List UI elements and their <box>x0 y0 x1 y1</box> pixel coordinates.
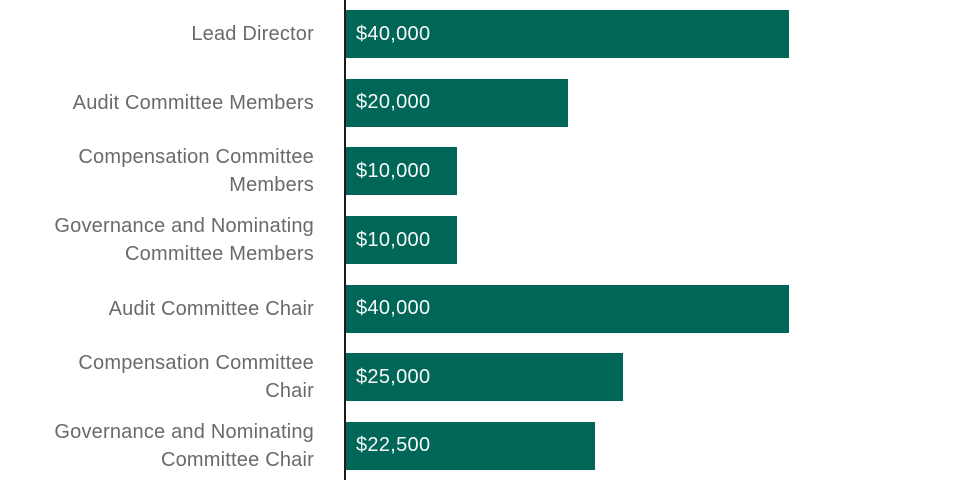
category-label: Lead Director <box>0 20 314 48</box>
bar: $22,500 <box>346 421 595 470</box>
category-label-line: Governance and Nominating <box>54 420 314 443</box>
bar: $10,000 <box>346 147 457 196</box>
category-label-line: Audit Committee Chair <box>108 297 314 320</box>
chart-row: Governance and Nominating Committee Membe… <box>0 206 978 275</box>
category-label-line: Chair <box>265 380 314 403</box>
category-label: Compensation Committee Members <box>0 143 314 199</box>
chart-row: Audit Committee Chair $40,000 <box>0 274 978 343</box>
chart-row: Audit Committee Members $20,000 <box>0 69 978 138</box>
bar: $20,000 <box>346 78 568 127</box>
bar: $40,000 <box>346 10 789 59</box>
bar-value-label: $40,000 <box>356 22 431 45</box>
category-label-line: Committee Members <box>125 243 314 266</box>
bar: $40,000 <box>346 284 789 333</box>
chart-row: Governance and Nominating Committee Chair… <box>0 411 978 480</box>
category-label-line: Compensation Committee <box>78 146 314 169</box>
bar: $25,000 <box>346 353 623 402</box>
category-label-line: Compensation Committee <box>78 352 314 375</box>
chart-row: Compensation Committee Chair $25,000 <box>0 343 978 412</box>
chart-row: Lead Director $40,000 <box>0 0 978 69</box>
category-label-line: Governance and Nominating <box>54 215 314 238</box>
bar-value-label: $22,500 <box>356 434 431 457</box>
category-label-line: Lead Director <box>191 23 314 46</box>
bar-value-label: $10,000 <box>356 228 431 251</box>
category-label-line: Committee Chair <box>160 448 314 471</box>
bar-value-label: $40,000 <box>356 297 431 320</box>
category-label: Audit Committee Members <box>0 89 314 117</box>
chart-row: Compensation Committee Members $10,000 <box>0 137 978 206</box>
category-label: Governance and Nominating Committee Chair <box>0 418 314 474</box>
bar-value-label: $10,000 <box>356 159 431 182</box>
category-label: Governance and Nominating Committee Membe… <box>0 212 314 268</box>
category-label-line: Members <box>229 174 314 197</box>
bar-value-label: $25,000 <box>356 365 431 388</box>
category-label: Audit Committee Chair <box>0 295 314 323</box>
category-label: Compensation Committee Chair <box>0 349 314 405</box>
category-label-line: Audit Committee Members <box>72 91 314 114</box>
y-axis-line <box>344 0 346 480</box>
bar-value-label: $20,000 <box>356 91 431 114</box>
bar: $10,000 <box>346 216 457 265</box>
